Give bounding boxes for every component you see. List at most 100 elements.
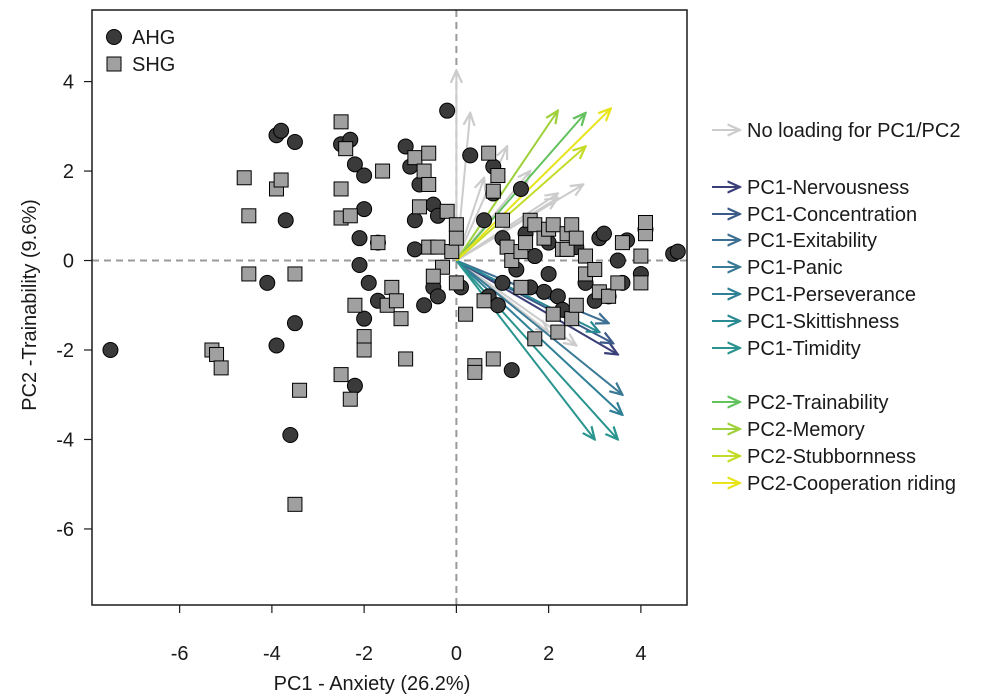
- point-shg: [448, 230, 464, 246]
- x-tick-label: 2: [543, 643, 554, 665]
- point-shg: [527, 331, 543, 347]
- x-tick-label: -4: [263, 643, 281, 665]
- legend-marker-shg: [106, 56, 122, 72]
- point-ahg: [669, 243, 686, 260]
- point-shg: [241, 208, 257, 224]
- point-shg: [416, 163, 432, 179]
- loading-arrow: [455, 259, 622, 395]
- y-tick-label: -2: [56, 340, 74, 362]
- point-shg: [564, 217, 580, 233]
- point-shg: [425, 268, 441, 284]
- point-ahg: [273, 122, 290, 139]
- point-ahg: [494, 274, 511, 291]
- point-ahg: [540, 265, 557, 282]
- point-ahg: [351, 230, 368, 247]
- data-points: [102, 102, 686, 512]
- point-ahg: [346, 377, 363, 394]
- point-ahg: [429, 288, 446, 305]
- arrow-legend: No loading for PC1/PC2 PC1-Nervousness PC1…: [712, 120, 960, 495]
- legend-marker-ahg: [106, 29, 122, 45]
- legend-arrow-label: PC1-Panic: [747, 257, 843, 279]
- point-shg: [633, 275, 649, 291]
- point-ahg: [282, 427, 299, 443]
- point-ahg: [489, 297, 506, 314]
- y-axis-title: PC2 -Trainability (9.6%): [19, 199, 41, 411]
- point-ahg: [595, 225, 612, 242]
- y-tick-label: 0: [63, 251, 74, 273]
- y-tick-label: 2: [63, 161, 74, 183]
- point-shg: [481, 145, 497, 161]
- loading-arrow: [455, 198, 557, 262]
- y-tick-label: -4: [56, 429, 74, 451]
- point-shg: [439, 203, 455, 219]
- legend-arrow-label: PC1-Nervousness: [747, 177, 909, 199]
- point-shg: [209, 346, 225, 362]
- point-shg: [430, 239, 446, 255]
- x-tick-label: 4: [635, 643, 646, 665]
- loading-arrow: [455, 146, 585, 262]
- legend-arrow-label: No loading for PC1/PC2: [747, 120, 960, 142]
- point-shg: [545, 217, 561, 233]
- point-ahg: [102, 342, 119, 358]
- point-ahg: [351, 257, 368, 273]
- legend-arrow-label: PC2-Stubbornness: [747, 446, 916, 468]
- legend-arrow-label: PC1-Skittishness: [747, 311, 899, 333]
- point-shg: [338, 141, 354, 157]
- point-shg: [568, 297, 584, 313]
- point-shg: [467, 364, 483, 380]
- point-shg: [375, 163, 391, 179]
- point-ahg: [406, 212, 423, 229]
- point-ahg: [526, 248, 543, 265]
- point-shg: [499, 239, 515, 255]
- point-shg: [342, 208, 358, 224]
- point-shg: [287, 266, 303, 282]
- point-shg: [513, 279, 529, 295]
- point-ahg: [512, 180, 529, 197]
- point-shg: [527, 217, 543, 233]
- point-ahg: [360, 274, 377, 291]
- point-ahg: [286, 315, 303, 332]
- point-ahg: [356, 310, 373, 327]
- point-ahg: [416, 297, 433, 314]
- point-shg: [610, 275, 626, 291]
- point-ahg: [259, 274, 276, 291]
- point-shg: [485, 351, 501, 367]
- legend-arrow-label: PC1-Concentration: [747, 204, 917, 226]
- loading-arrow: [455, 259, 617, 355]
- point-shg: [550, 324, 566, 340]
- point-shg: [384, 279, 400, 295]
- loading-arrow: [455, 259, 617, 440]
- point-shg: [518, 235, 534, 251]
- point-shg: [241, 266, 257, 282]
- point-shg: [633, 248, 649, 264]
- point-shg: [342, 391, 358, 407]
- legend-arrow-label: PC2-Trainability: [747, 392, 889, 414]
- legend-arrow-label: PC1-Exitability: [747, 230, 877, 252]
- point-shg: [564, 311, 580, 327]
- x-tick-label: -2: [355, 643, 373, 665]
- point-shg: [333, 367, 349, 383]
- point-ahg: [356, 167, 373, 184]
- point-shg: [421, 145, 437, 161]
- point-shg: [485, 183, 501, 199]
- point-shg: [407, 150, 423, 166]
- point-shg: [411, 199, 427, 215]
- legend-label: AHG: [132, 27, 175, 49]
- point-shg: [637, 215, 653, 230]
- point-shg: [356, 329, 372, 345]
- point-shg: [601, 288, 617, 304]
- point-shg: [292, 382, 308, 398]
- point-ahg: [268, 337, 285, 354]
- point-shg: [333, 181, 349, 197]
- point-shg: [273, 172, 289, 188]
- point-ahg: [439, 102, 456, 119]
- point-shg: [559, 241, 575, 257]
- point-shg: [444, 244, 460, 260]
- legend-arrow-label: PC1-Timidity: [747, 338, 861, 360]
- point-ahg: [406, 241, 423, 258]
- point-shg: [421, 176, 437, 192]
- point-shg: [495, 212, 511, 228]
- legend-arrow-label: PC2-Memory: [747, 419, 865, 441]
- point-ahg: [536, 283, 553, 300]
